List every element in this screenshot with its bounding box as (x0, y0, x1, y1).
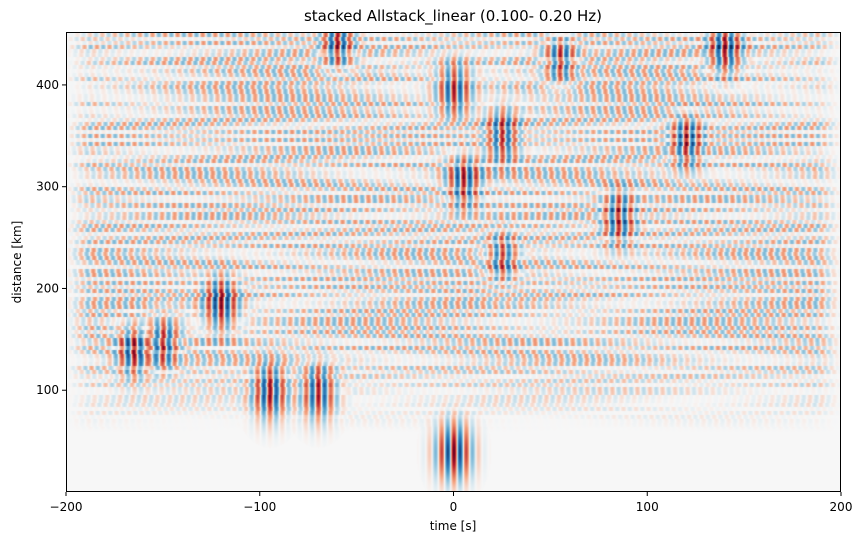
y-axis: 100 200 300 400 (36, 78, 66, 397)
x-tick-label: −100 (243, 500, 276, 514)
x-axis-label: time [s] (430, 519, 477, 533)
y-tick-label: 200 (36, 281, 59, 295)
x-tick-label: 100 (636, 500, 659, 514)
x-tick-label: 0 (450, 500, 458, 514)
y-tick-label: 400 (36, 78, 59, 92)
chart-title: stacked Allstack_linear (0.100- 0.20 Hz) (304, 7, 602, 26)
x-tick-label: 200 (830, 500, 853, 514)
y-axis-label: distance [km] (10, 221, 24, 304)
x-axis: −200 −100 0 100 200 (50, 492, 853, 514)
x-tick-label: −200 (50, 500, 83, 514)
heatmap-canvas (66, 32, 841, 492)
plot-area-container (66, 32, 841, 492)
plot-frame (66, 32, 841, 492)
y-tick-label: 300 (36, 180, 59, 194)
y-tick-label: 100 (36, 383, 59, 397)
